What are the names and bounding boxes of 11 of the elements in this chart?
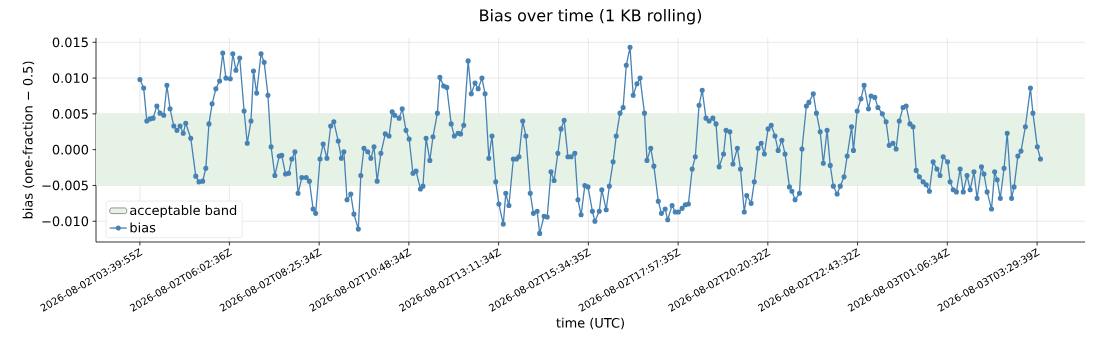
legend-label: bias — [130, 222, 156, 233]
y-tick-label: −0.010 — [42, 216, 89, 227]
chart-title: Bias over time (1 KB rolling) — [480, 9, 702, 25]
y-tick-label: 0.010 — [52, 73, 89, 83]
legend-label: acceptable band — [130, 205, 237, 218]
y-tick-label: 0.000 — [52, 144, 89, 155]
y-tick-label: −0.005 — [42, 180, 88, 191]
y-tick-label: 0.005 — [52, 108, 88, 119]
x-axis-title: time (UTC) — [556, 317, 624, 330]
y-axis-title: bias (one-fraction − 0.5) — [22, 61, 35, 219]
y-tick-label: 0.015 — [52, 37, 88, 48]
